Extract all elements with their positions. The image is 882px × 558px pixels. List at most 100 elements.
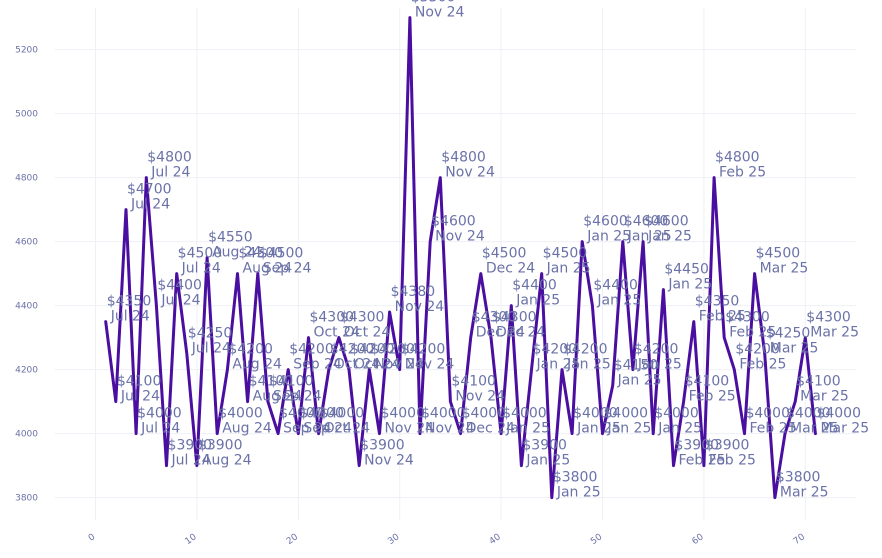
data-label: $4100 Sep 24 <box>269 374 322 405</box>
data-label-price: $4200 <box>563 342 608 358</box>
data-label: $3900 Nov 24 <box>360 438 414 469</box>
x-tick-label: 0 <box>87 532 98 544</box>
data-label-date: Mar 25 <box>800 389 849 405</box>
data-label: $4600 Nov 24 <box>431 214 485 245</box>
data-label-price: $4400 <box>512 278 557 294</box>
data-label: $4200 Nov 24 <box>401 342 455 373</box>
data-label-price: $4000 <box>320 406 365 422</box>
data-label-price: $4500 <box>756 246 801 262</box>
x-tick-label: 10 <box>184 532 199 547</box>
data-label-price: $4000 <box>573 406 618 422</box>
data-label-date: Jan 25 <box>566 357 611 373</box>
data-label-price: $4000 <box>421 406 466 422</box>
data-label: $4000 Jan 25 <box>502 406 550 437</box>
x-tick-label: 20 <box>285 532 300 547</box>
data-label: $3900 Jan 25 <box>522 438 570 469</box>
data-label-price: $3800 <box>776 470 821 486</box>
data-label-price: $4600 <box>583 214 628 230</box>
data-label-date: Sep 24 <box>303 421 352 437</box>
data-label: $3900 Aug 24 <box>198 438 252 469</box>
data-label: $4100 Aug 24 <box>249 374 303 405</box>
data-label: $4000 Dec 24 <box>462 406 515 437</box>
data-label-date: Jan 25 <box>556 485 601 501</box>
data-label-date: Aug 24 <box>212 245 262 261</box>
data-label-price: $4450 <box>664 262 709 278</box>
data-label-price: $4100 <box>796 374 841 390</box>
data-label-date: Nov 24 <box>364 453 414 469</box>
data-label-price: $4000 <box>654 406 699 422</box>
data-label-price: $4500 <box>259 246 304 262</box>
data-label: $4000 Sep 24 <box>299 406 352 437</box>
data-label-date: Dec 24 <box>496 325 545 341</box>
data-label: $4200 Oct 24 <box>330 342 381 373</box>
data-label-price: $4380 <box>391 284 436 300</box>
data-label-price: $4200 <box>634 342 679 358</box>
data-label-date: Nov 24 <box>455 389 505 405</box>
data-label-date: Nov 24 <box>384 421 434 437</box>
data-label-date: Feb 25 <box>739 357 786 373</box>
data-label: $4400 Jul 24 <box>157 278 202 309</box>
data-label-date: Aug 24 <box>202 453 252 469</box>
data-label-price: $4100 <box>117 374 162 390</box>
data-label: $4350 Feb 25 <box>695 294 746 325</box>
data-label: $4200 Jan 25 <box>563 342 611 373</box>
data-label-price: $4200 <box>533 342 578 358</box>
data-label-price: $4800 <box>715 150 760 166</box>
data-label-date: Feb 25 <box>678 453 725 469</box>
data-label-date: Jan 25 <box>667 277 712 293</box>
data-label: $4200 Jan 25 <box>533 342 581 373</box>
data-label-price: $3900 <box>705 438 750 454</box>
data-label: $3900 Feb 25 <box>674 438 725 469</box>
data-label-date: Jul 24 <box>191 341 231 357</box>
data-label: $4380 Nov 24 <box>391 284 445 315</box>
data-label-price: $4000 <box>299 406 344 422</box>
data-label: $4500 Jul 24 <box>178 246 223 277</box>
data-label: $4000 Jul 24 <box>137 406 182 437</box>
data-label-price: $4250 <box>766 326 811 342</box>
data-label-price: $4600 <box>624 214 669 230</box>
data-label-price: $4000 <box>745 406 790 422</box>
data-label-date: Mar 25 <box>780 485 829 501</box>
data-label-date: Jan 25 <box>627 229 672 245</box>
data-label: $4200 Oct 24 <box>350 342 401 373</box>
data-label: $4200 Sep 24 <box>289 342 342 373</box>
data-label-price: $4700 <box>127 182 172 198</box>
data-label-price: $3900 <box>360 438 405 454</box>
data-label-price: $4350 <box>695 294 740 310</box>
y-tick-label: 4200 <box>15 366 38 376</box>
data-label: $4600 Jan 25 <box>624 214 672 245</box>
data-label-date: Dec 24 <box>466 421 515 437</box>
data-label-price: $4000 <box>380 406 425 422</box>
data-label: $3800 Mar 25 <box>776 470 829 501</box>
data-label-date: Oct 24 <box>324 421 371 437</box>
data-label-price: $3900 <box>168 438 213 454</box>
data-label-price: $4200 <box>401 342 446 358</box>
data-label: $3800 Jan 25 <box>553 470 601 501</box>
data-label-date: Mar 25 <box>760 261 809 277</box>
data-label-date: Sep 24 <box>273 389 322 405</box>
data-label-date: Feb 25 <box>719 165 766 181</box>
data-label-date: Nov 24 <box>425 421 475 437</box>
data-label-date: Aug 24 <box>243 261 293 277</box>
data-label-price: $4100 <box>685 374 730 390</box>
data-label-price: $3900 <box>198 438 243 454</box>
data-label-date: Mar 25 <box>810 325 859 341</box>
data-label: $4600 Jan 25 <box>644 214 692 245</box>
data-label-price: $3900 <box>522 438 567 454</box>
data-label-price: $4600 <box>431 214 476 230</box>
data-label: $4100 Nov 24 <box>451 374 505 405</box>
y-tick-label: 3800 <box>15 494 38 504</box>
data-label-price: $4000 <box>604 406 649 422</box>
data-label-date: Jan 25 <box>586 229 631 245</box>
x-tick-label: 50 <box>589 532 604 547</box>
data-label-date: Nov 24 <box>445 165 495 181</box>
data-label: $4000 Mar 25 <box>816 406 869 437</box>
data-label: $4550 Aug 24 <box>208 230 262 261</box>
data-label-date: Sep 24 <box>293 357 342 373</box>
data-label: $4000 Feb 25 <box>745 406 796 437</box>
data-label-price: $4100 <box>269 374 314 390</box>
data-label: $4200 Feb 25 <box>735 342 786 373</box>
data-label: $4100 Feb 25 <box>685 374 736 405</box>
data-label: $4000 Nov 24 <box>380 406 434 437</box>
